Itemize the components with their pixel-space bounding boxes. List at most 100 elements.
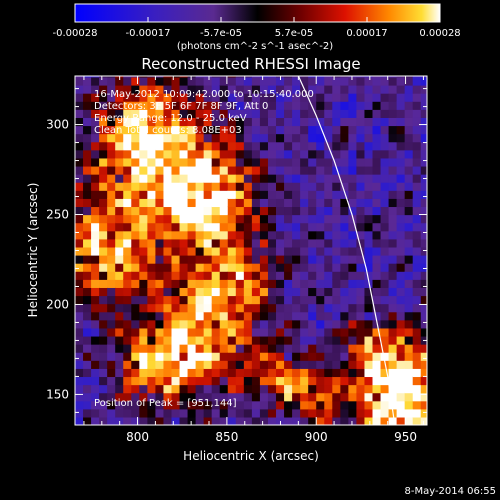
heatmap-cell	[91, 319, 100, 329]
heatmap-cell	[219, 246, 229, 256]
heatmap-cell	[420, 303, 427, 313]
heatmap-cell	[340, 303, 349, 313]
heatmap-cell	[243, 295, 253, 305]
heatmap-cell	[219, 311, 229, 321]
heatmap-cell	[139, 400, 148, 410]
heatmap-cell	[91, 295, 100, 305]
heatmap-cell	[372, 311, 382, 321]
heatmap-cell	[203, 287, 213, 297]
heatmap-cell	[292, 255, 301, 264]
heatmap-cell	[163, 352, 173, 361]
heatmap-cell	[187, 263, 197, 272]
heatmap-cell	[292, 206, 301, 216]
heatmap-cell	[83, 84, 92, 94]
heatmap-cell	[372, 84, 382, 94]
heatmap-cell	[147, 84, 157, 94]
heatmap-cell	[380, 149, 390, 159]
heatmap-cell	[107, 287, 116, 297]
heatmap-cell	[75, 125, 84, 135]
heatmap-cell	[155, 335, 165, 345]
heatmap-cell	[332, 133, 341, 143]
heatmap-cell	[179, 174, 189, 183]
heatmap-cell	[187, 76, 197, 86]
heatmap-cell	[251, 149, 261, 159]
heatmap-cell	[115, 319, 124, 329]
heatmap-cell	[107, 263, 116, 272]
heatmap-cell	[187, 416, 197, 425]
heatmap-cell	[284, 392, 293, 402]
heatmap-cell	[276, 238, 285, 248]
heatmap-cell	[251, 400, 261, 410]
heatmap-cell	[75, 335, 84, 345]
heatmap-cell	[211, 352, 221, 361]
x-tick-label: 950	[394, 430, 417, 444]
heatmap-cell	[276, 117, 285, 127]
heatmap-cell	[227, 238, 237, 248]
heatmap-cell	[348, 174, 358, 183]
heatmap-cell	[139, 303, 148, 313]
heatmap-cell	[316, 368, 325, 378]
heatmap-cell	[388, 319, 398, 329]
heatmap-cell	[276, 255, 285, 264]
heatmap-cell	[259, 133, 269, 143]
heatmap-cell	[380, 109, 390, 118]
heatmap-cell	[348, 255, 358, 264]
heatmap-cell	[284, 206, 293, 216]
heatmap-cell	[292, 125, 301, 135]
heatmap-cell	[404, 400, 414, 410]
heatmap-cell	[219, 93, 229, 102]
heatmap-cell	[284, 182, 293, 191]
heatmap-cell	[420, 76, 427, 86]
heatmap-cell	[75, 287, 84, 297]
heatmap-cell	[412, 319, 422, 329]
heatmap-cell	[107, 141, 116, 151]
heatmap-cell	[235, 416, 245, 425]
heatmap-cell	[163, 149, 173, 159]
heatmap-cell	[235, 230, 245, 240]
heatmap-cell	[187, 392, 197, 402]
heatmap-cell	[372, 295, 382, 305]
heatmap-cell	[324, 400, 333, 410]
heatmap-cell	[219, 408, 229, 418]
heatmap-cell	[147, 360, 157, 369]
heatmap-cell	[155, 222, 165, 232]
heatmap-cell	[139, 295, 148, 305]
heatmap-cell	[348, 352, 358, 361]
y-axis-label: Heliocentric Y (arcsec)	[26, 183, 40, 318]
heatmap-cell	[219, 117, 229, 127]
heatmap-cell	[163, 327, 173, 337]
heatmap-cell	[308, 360, 317, 369]
heatmap-cell	[83, 408, 92, 418]
heatmap-cell	[332, 360, 341, 369]
heatmap-cell	[219, 360, 229, 369]
heatmap-cell	[75, 344, 84, 353]
heatmap-cell	[420, 222, 427, 232]
heatmap-cell	[388, 93, 398, 102]
heatmap-cell	[324, 319, 333, 329]
heatmap-cell	[243, 182, 253, 191]
heatmap-cell	[404, 303, 414, 313]
heatmap-cell	[75, 376, 84, 386]
heatmap-cell	[123, 76, 132, 86]
heatmap-cell	[404, 117, 414, 127]
heatmap-cell	[235, 76, 245, 86]
heatmap-cell	[388, 295, 398, 305]
heatmap-cell	[171, 174, 181, 183]
heatmap-cell	[131, 352, 140, 361]
heatmap-cell	[380, 190, 390, 199]
heatmap-cell	[211, 76, 221, 78]
heatmap-cell	[259, 165, 269, 175]
heatmap-cell	[388, 125, 398, 135]
heatmap-cell	[324, 311, 333, 321]
heatmap-cell	[340, 344, 349, 353]
heatmap-cell	[412, 76, 422, 78]
heatmap-cell	[356, 76, 366, 86]
heatmap-cell	[243, 238, 253, 248]
heatmap-cell	[83, 101, 92, 110]
heatmap-cell	[147, 206, 157, 216]
heatmap-cell	[324, 335, 333, 345]
heatmap-cell	[348, 190, 358, 199]
heatmap-cell	[195, 157, 205, 167]
heatmap-cell	[276, 295, 285, 305]
heatmap-cell	[195, 76, 205, 78]
